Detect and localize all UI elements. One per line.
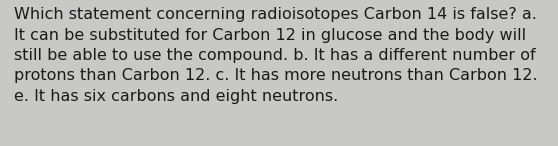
Text: Which statement concerning radioisotopes Carbon 14 is false? a.
It can be substi: Which statement concerning radioisotopes… bbox=[14, 7, 537, 104]
